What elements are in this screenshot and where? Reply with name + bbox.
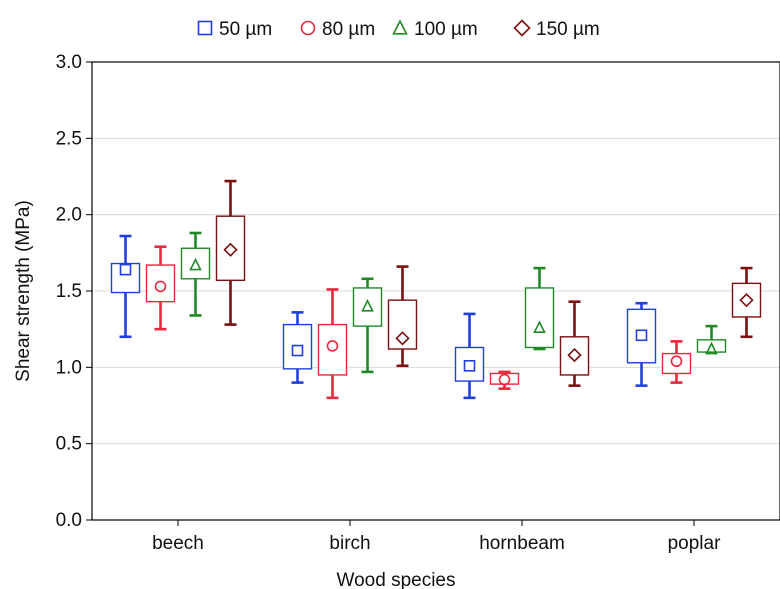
center-marker [463, 360, 476, 372]
y-tick-label: 2.0 [56, 205, 82, 226]
center-marker [567, 347, 582, 363]
legend-label: 50 µm [219, 19, 272, 40]
legend-marker-circle [300, 20, 316, 36]
legend-item: 80 µm [300, 19, 375, 40]
y-tick-label: 1.0 [56, 357, 82, 378]
center-marker [119, 263, 132, 276]
series-100-µm [180, 231, 727, 374]
box-rect [282, 323, 313, 370]
y-axis-title: Shear strength (MPa) [13, 200, 34, 382]
box-rect [110, 262, 141, 294]
box-rect [180, 247, 211, 280]
box-rect [387, 299, 418, 350]
y-axis: 0.0 0.5 1.0 1.5 2.0 2.5 3.0 [56, 52, 92, 531]
box-rect [626, 308, 657, 364]
box-birch [387, 265, 418, 368]
box-hornbeam [559, 300, 590, 387]
box-poplar [661, 340, 692, 384]
box-series [110, 179, 762, 400]
series-150-µm [215, 179, 762, 387]
box-rect [661, 352, 692, 375]
box-rect [524, 287, 555, 349]
series-50-µm [110, 234, 657, 400]
box-birch [317, 288, 348, 400]
y-tick-label: 2.5 [56, 128, 82, 149]
x-tick-label: beech [152, 533, 204, 554]
legend-item: 50 µm [197, 19, 272, 40]
center-marker [395, 331, 410, 346]
legend: 50 µm 80 µm 100 µm 150 µm [197, 19, 600, 40]
x-axis: beech birch hornbeam poplar [152, 520, 721, 554]
center-marker [223, 242, 238, 257]
center-marker [361, 298, 374, 312]
x-tick-label: hornbeam [479, 533, 565, 554]
box-poplar [626, 301, 657, 387]
legend-label: 80 µm [322, 19, 375, 40]
box-rect [215, 215, 246, 282]
x-axis-title: Wood species [337, 570, 456, 589]
legend-label: 150 µm [536, 19, 600, 40]
y-tick-label: 3.0 [56, 52, 82, 73]
box-birch [352, 277, 383, 374]
box-rect [731, 282, 762, 318]
center-marker [739, 293, 754, 308]
legend-item: 150 µm [513, 19, 600, 40]
center-marker [533, 320, 546, 333]
box-poplar [731, 266, 762, 339]
center-marker [498, 373, 511, 386]
series-80-µm [145, 245, 692, 400]
box-beech [145, 245, 176, 331]
x-tick-label: poplar [668, 533, 721, 554]
center-marker [326, 340, 339, 352]
box-hornbeam [489, 370, 520, 391]
legend-item: 100 µm [392, 19, 478, 40]
x-tick-label: birch [329, 533, 370, 554]
center-marker [189, 257, 202, 271]
box-poplar [696, 324, 727, 355]
legend-label: 100 µm [414, 19, 478, 40]
center-marker [670, 355, 683, 368]
y-tick-label: 0.5 [56, 434, 82, 455]
box-rect [145, 264, 176, 303]
legend-marker-square [197, 20, 213, 36]
box-hornbeam [524, 266, 555, 351]
y-tick-label: 0.0 [56, 510, 82, 531]
center-marker [705, 341, 718, 355]
y-tick-label: 1.5 [56, 281, 82, 302]
box-rect [317, 323, 348, 376]
box-beech [215, 179, 246, 326]
center-marker [635, 329, 648, 342]
box-hornbeam [454, 312, 485, 400]
box-rect [352, 287, 383, 327]
center-marker [154, 280, 167, 293]
legend-marker-diamond [513, 19, 531, 37]
center-marker [291, 344, 304, 357]
box-birch [282, 311, 313, 384]
box-beech [180, 231, 211, 317]
box-beech [110, 234, 141, 339]
box-rect [559, 336, 590, 376]
box-rect [454, 346, 485, 382]
box-rect [696, 339, 727, 353]
legend-marker-triangle [392, 19, 408, 35]
